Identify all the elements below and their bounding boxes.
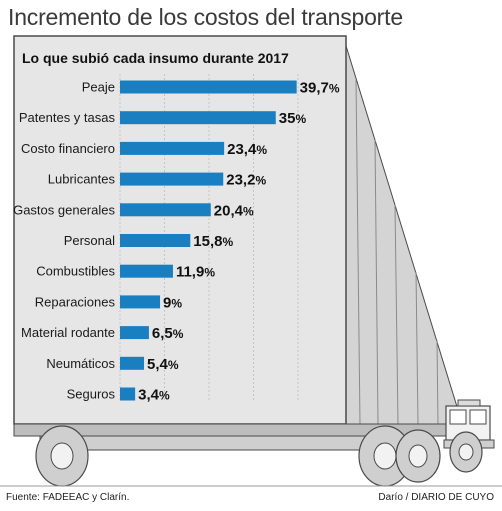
category-label: Combustibles xyxy=(36,264,115,279)
category-label: Personal xyxy=(64,233,115,248)
value-label: 11,9% xyxy=(176,264,215,281)
bars xyxy=(120,80,297,401)
bar xyxy=(120,80,297,94)
value-label: 23,2% xyxy=(226,172,266,189)
value-label: 5,4% xyxy=(147,356,179,373)
bar xyxy=(120,295,161,309)
category-label: Peaje xyxy=(82,80,115,95)
bar xyxy=(120,264,173,278)
category-label: Neumáticos xyxy=(46,356,115,371)
source-note: Fuente: FADEEAC y Clarín. xyxy=(6,492,130,503)
category-label: Patentes y tasas xyxy=(19,110,116,125)
value-label: 23,4% xyxy=(227,141,267,158)
credit-note: Darío / DIARIO DE CUYO xyxy=(378,492,494,503)
chart-subtitle: Lo que subió cada insumo durante 2017 xyxy=(22,50,289,66)
trailer-rib xyxy=(374,139,379,425)
trailer-rib xyxy=(355,79,361,425)
wheel xyxy=(449,431,483,473)
category-label: Lubricantes xyxy=(48,172,116,187)
value-label: 3,4% xyxy=(138,387,170,404)
value-label: 39,7% xyxy=(300,80,340,97)
category-label: Reparaciones xyxy=(35,294,116,309)
trailer-front-panel xyxy=(13,35,347,425)
page-title: Incremento de los costos del transporte xyxy=(8,4,403,30)
value-label: 9% xyxy=(163,294,182,311)
value-label: 6,5% xyxy=(152,325,184,342)
bar xyxy=(120,387,136,401)
bar xyxy=(120,326,149,340)
bar xyxy=(120,356,145,370)
value-labels: 39,7% 35% 23,4% 23,2% 20,4% 15,8% 11,9% 9% 6,5% 5… xyxy=(138,80,340,404)
trailer-rib xyxy=(436,339,439,425)
bar xyxy=(120,111,276,125)
wheel xyxy=(35,425,89,487)
bar xyxy=(120,203,211,217)
bar xyxy=(120,234,191,247)
value-label: 35% xyxy=(279,110,307,127)
category-label: Costo financiero xyxy=(21,141,115,156)
wheel xyxy=(358,425,412,487)
category-label: Seguros xyxy=(67,387,116,402)
bar xyxy=(120,172,224,186)
trailer-rib xyxy=(394,204,399,425)
value-label: 15,8% xyxy=(193,233,233,250)
category-label: Material rodante xyxy=(21,325,115,340)
bar xyxy=(120,141,225,155)
category-label: Gastos generales xyxy=(13,202,115,217)
wheel xyxy=(395,429,441,483)
value-label: 20,4% xyxy=(214,202,254,219)
category-labels: Peaje Patentes y tasas Costo financiero Lub… xyxy=(13,80,115,402)
trailer-rib xyxy=(415,271,419,425)
